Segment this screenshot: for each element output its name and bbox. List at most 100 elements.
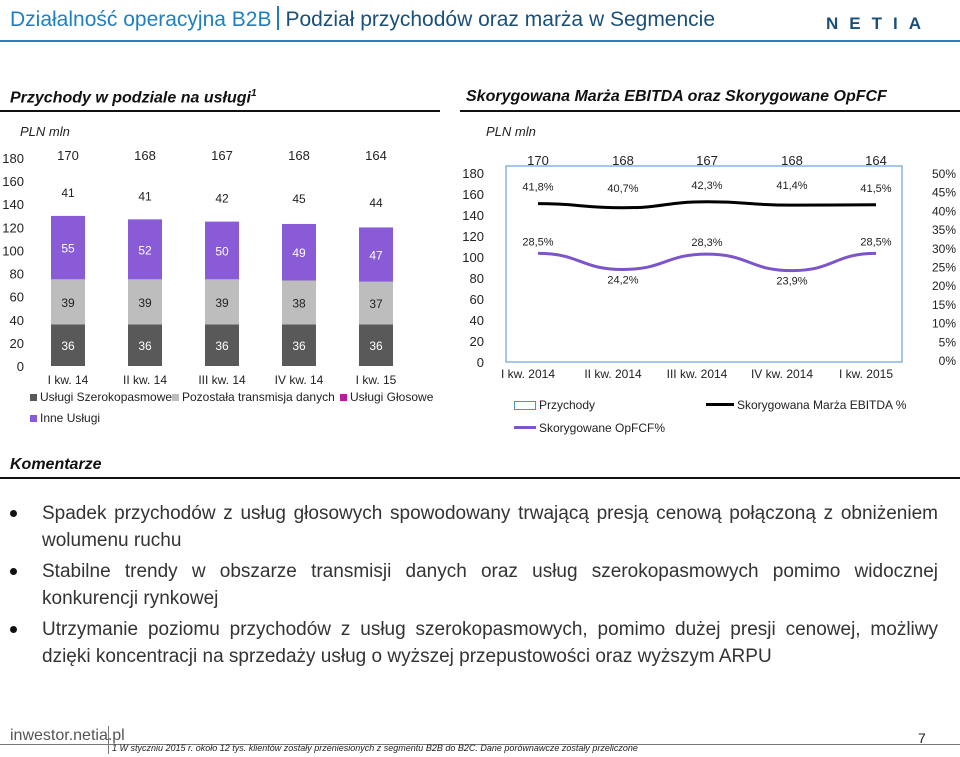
bar-segment-label: 36 xyxy=(292,339,306,353)
bar-y-tick-label: 60 xyxy=(10,290,24,305)
bar-segment-label: 38 xyxy=(292,296,306,310)
bar-segment-label: 36 xyxy=(369,339,383,353)
line-value-label: 23,9% xyxy=(776,276,807,288)
bar-segment xyxy=(282,171,316,224)
page-title: Działalność operacyjna B2B Podział przych… xyxy=(10,6,715,32)
bar-segment xyxy=(359,227,393,282)
line-x-tick-label: I kw. 2014 xyxy=(501,367,555,381)
legend-label-opfcf: Skorygowane OpFCF% xyxy=(539,421,666,435)
bar-x-tick-label: II kw. 14 xyxy=(123,373,167,387)
legend-item-transmission: Pozostała transmisja danych xyxy=(172,390,335,404)
title-separator xyxy=(277,6,280,30)
bar-x-tick-label: I kw. 14 xyxy=(48,373,89,387)
bar-total-label: 167 xyxy=(211,148,233,163)
line-y-axis: 0 20 40 60 80 100 120 140 160 180 xyxy=(462,166,484,370)
bar-y-tick-label: 0 xyxy=(17,359,24,374)
line-x-tick-label: I kw. 2015 xyxy=(839,367,893,381)
revenue-box xyxy=(505,165,903,363)
line-series: 41,8% 40,7% 42,3% 41,4% 41,5% 28,5% 24,2% 28,3%… xyxy=(522,180,891,288)
bar-y-tick-label: 20 xyxy=(10,336,24,351)
bar-segment-label: 36 xyxy=(138,339,152,353)
bullet-dot xyxy=(10,510,17,517)
legend-label-voice: Usługi Głosowe xyxy=(350,390,434,404)
page-subtitle: Podział przychodów oraz marża w Segmenci… xyxy=(285,8,716,31)
bar-segment-label: 37 xyxy=(369,297,383,311)
bar-segment-label: 45 xyxy=(292,192,306,206)
bar-segment-label: 49 xyxy=(292,246,306,260)
line-y-tick-label: 0 xyxy=(477,355,484,370)
line-value-label: 41,4% xyxy=(776,180,807,192)
opfcf-line xyxy=(537,251,877,273)
bar-segment-label: 39 xyxy=(138,296,152,310)
line-y-tick-label: 80 xyxy=(470,271,484,286)
line-y2-tick-label: 40% xyxy=(932,204,956,218)
bar-segment xyxy=(205,324,239,366)
bar-segment-label: 52 xyxy=(138,243,152,257)
line-value-label: 40,7% xyxy=(607,183,638,195)
bar-segment-label: 50 xyxy=(215,244,229,258)
legend-swatch-broadband xyxy=(30,394,37,401)
bar-total-label: 168 xyxy=(288,148,310,163)
bar-segment xyxy=(128,219,162,280)
bar-segment xyxy=(282,280,316,325)
bar-x-tick-label: IV kw. 14 xyxy=(275,373,324,387)
bar-y-tick-label: 120 xyxy=(2,220,24,235)
bar-segment-label: 41 xyxy=(61,186,75,200)
footer-rule xyxy=(0,744,960,745)
revenue-value-label: 168 xyxy=(612,153,634,168)
line-y-tick-label: 20 xyxy=(470,334,484,349)
bar-total-label: 164 xyxy=(365,148,387,163)
revenue-value-label: 170 xyxy=(527,153,549,168)
legend-label-ebitda: Skorygowana Marża EBITDA % xyxy=(737,398,907,412)
line-y2-tick-label: 50% xyxy=(932,167,956,181)
bar-series: 36 39 55 41 36 39 52 41 36 39 50 42 36 38 49 45 36 37 47 44 xyxy=(51,168,393,366)
line-y-tick-label: 60 xyxy=(470,292,484,307)
bar-segment xyxy=(359,281,393,325)
bar-x-tick-label: III kw. 14 xyxy=(198,373,246,387)
bar-segment xyxy=(51,168,85,216)
bar-segment-label: 39 xyxy=(215,296,229,310)
legend-item-ebitda: Skorygowana Marża EBITDA % xyxy=(706,398,906,412)
title-footnote-mark: 1 xyxy=(250,88,257,99)
bar-y-tick-label: 40 xyxy=(10,313,24,328)
bar-segment xyxy=(282,223,316,281)
bar-y-axis: 0 20 40 60 80 100 120 140 160 180 xyxy=(2,151,24,374)
page-title-main: Działalność operacyjna B2B xyxy=(10,8,272,31)
bar-segment-label: 44 xyxy=(369,196,383,210)
line-y2-tick-label: 45% xyxy=(932,186,956,200)
line-y2-tick-label: 15% xyxy=(932,298,956,312)
line-x-tick-label: II kw. 2014 xyxy=(584,367,642,381)
bar-y-tick-label: 100 xyxy=(2,243,24,258)
revenue-value-label: 167 xyxy=(696,153,718,168)
bullet-dot xyxy=(10,626,17,633)
bar-segment-label: 55 xyxy=(61,242,75,256)
comment-bullet-3: Utrzymanie poziomu przychodów z usług sz… xyxy=(10,616,938,670)
footer-site-link[interactable]: inwestor.netia.pl xyxy=(10,727,125,744)
line-y-tick-label: 120 xyxy=(462,229,484,244)
bar-total-label: 170 xyxy=(57,148,79,163)
bullet-dot xyxy=(10,568,17,575)
bar-segment xyxy=(51,324,85,366)
line-x-tick-label: III kw. 2014 xyxy=(667,367,728,381)
legend-label-transmission: Pozostała transmisja danych xyxy=(182,390,335,404)
line-y2-tick-label: 20% xyxy=(932,279,956,293)
legend-item-broadband: Usługi Szerokopasmowe xyxy=(30,390,172,404)
line-y2-tick-label: 25% xyxy=(932,261,956,275)
line-value-label: 28,5% xyxy=(522,236,553,248)
legend-label-revenue: Przychody xyxy=(539,398,596,412)
left-section-rule xyxy=(0,110,440,112)
line-y-tick-label: 140 xyxy=(462,208,484,223)
bar-segment xyxy=(205,221,239,280)
legend-item-opfcf: Skorygowane OpFCF% xyxy=(514,421,665,435)
line-y-tick-label: 160 xyxy=(462,187,484,202)
netia-logo: NETIA xyxy=(826,14,932,33)
bar-segment-label: 42 xyxy=(215,191,229,205)
legend-swatch-other xyxy=(30,415,37,422)
bar-segment xyxy=(205,279,239,325)
line-y2-tick-label: 30% xyxy=(932,242,956,256)
bar-totals: 170 168 167 168 164 xyxy=(57,148,387,163)
right-section-rule xyxy=(460,110,960,112)
line-x-axis: I kw. 2014 II kw. 2014 III kw. 2014 IV kw. … xyxy=(501,367,893,381)
legend-item-other: Inne Usługi xyxy=(30,411,100,425)
ebitda-margin-line xyxy=(537,200,877,210)
